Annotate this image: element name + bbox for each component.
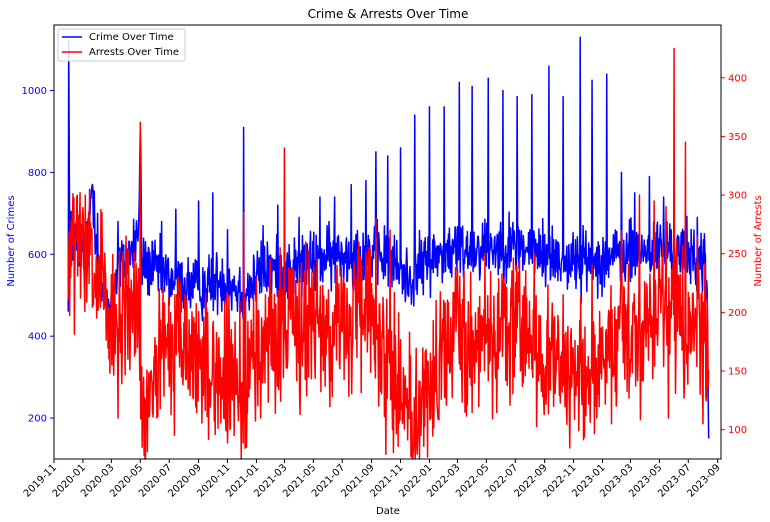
y-left-tick-label: 800 <box>28 168 47 179</box>
y-axis-right: 100 150 200 250 300 350 400 <box>721 73 747 436</box>
chart-title: Crime & Arrests Over Time <box>308 7 469 21</box>
y-right-tick-label: 150 <box>728 367 747 378</box>
plot-area <box>67 36 710 460</box>
y-right-tick-label: 400 <box>728 73 747 84</box>
series-line-arrests <box>67 47 710 460</box>
legend: Crime Over Time Arrests Over Time <box>57 28 186 62</box>
y-axis-right-title: Number of Arrests <box>753 195 764 286</box>
legend-label-crime: Crime Over Time <box>89 32 174 43</box>
y-right-tick-label: 100 <box>728 425 747 436</box>
y-left-tick-label: 200 <box>28 414 47 425</box>
y-right-tick-label: 250 <box>728 249 747 260</box>
y-right-tick-label: 350 <box>728 132 747 143</box>
y-right-tick-label: 300 <box>728 191 747 202</box>
y-right-tick-label: 200 <box>728 308 747 319</box>
legend-label-arrests: Arrests Over Time <box>89 47 179 58</box>
plot-frame <box>53 24 722 460</box>
legend-box <box>57 28 186 62</box>
y-axis-left-title: Number of Crimes <box>6 195 17 286</box>
x-axis-title: Date <box>376 506 400 517</box>
series-line-crime <box>67 36 710 439</box>
y-left-tick-label: 400 <box>28 332 47 343</box>
y-left-tick-label: 1000 <box>22 86 47 97</box>
y-axis-left: 200 400 600 800 1000 <box>22 86 54 425</box>
y-left-tick-label: 600 <box>28 250 47 261</box>
